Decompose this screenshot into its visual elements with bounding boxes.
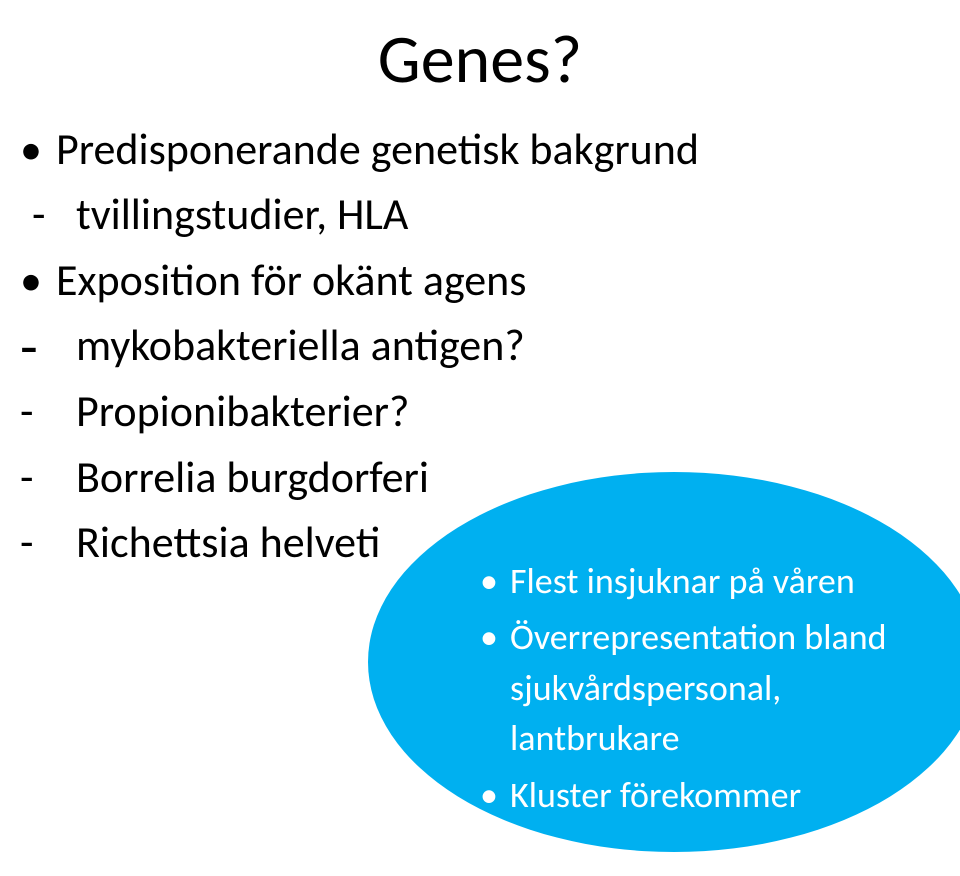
dash-text: tvillingstudier, HLA bbox=[76, 185, 408, 244]
bullet-text: Predisponerande genetisk bakgrund bbox=[56, 120, 699, 179]
dash-marker: - bbox=[20, 316, 76, 376]
bullet-item: • Exposition för okänt agens bbox=[20, 251, 940, 310]
callout-text: Kluster förekommer bbox=[510, 770, 801, 820]
dash-text: mykobakteriella antigen? bbox=[76, 316, 525, 375]
callout-item: • Flest insjuknar på våren bbox=[480, 556, 940, 606]
slide: Genes? • Predisponerande genetisk bakgru… bbox=[0, 0, 960, 876]
bullet-text: Exposition för okänt agens bbox=[56, 251, 527, 310]
dash-item-big: - mykobakteriella antigen? bbox=[20, 316, 940, 376]
dash-item: - tvillingstudier, HLA bbox=[20, 185, 940, 244]
dash-marker: - bbox=[20, 185, 76, 244]
slide-title: Genes? bbox=[0, 18, 960, 101]
dash-text: Richettsia helveti bbox=[76, 513, 380, 572]
callout-text: Överrepresentation bland sjukvårdsperson… bbox=[510, 612, 940, 763]
dash-text: Borrelia burgdorferi bbox=[76, 448, 429, 507]
bullet-marker: • bbox=[480, 770, 510, 820]
bullet-marker: • bbox=[480, 556, 510, 606]
dash-marker: - bbox=[20, 382, 76, 441]
callout-list: • Flest insjuknar på våren • Överreprese… bbox=[480, 556, 940, 820]
dash-marker: - bbox=[20, 513, 76, 572]
dash-marker: - bbox=[20, 448, 76, 507]
callout-item: • Kluster förekommer bbox=[480, 770, 940, 820]
callout-content: • Flest insjuknar på våren • Överreprese… bbox=[480, 556, 940, 826]
bullet-marker: • bbox=[480, 612, 510, 662]
dash-text: Propionibakterier? bbox=[76, 382, 409, 441]
callout-item: • Överrepresentation bland sjukvårdspers… bbox=[480, 612, 940, 763]
callout-text: Flest insjuknar på våren bbox=[510, 556, 855, 606]
dash-item: - Propionibakterier? bbox=[20, 382, 940, 441]
bullet-item: • Predisponerande genetisk bakgrund bbox=[20, 120, 940, 179]
bullet-marker: • bbox=[20, 120, 56, 179]
bullet-marker: • bbox=[20, 251, 56, 310]
